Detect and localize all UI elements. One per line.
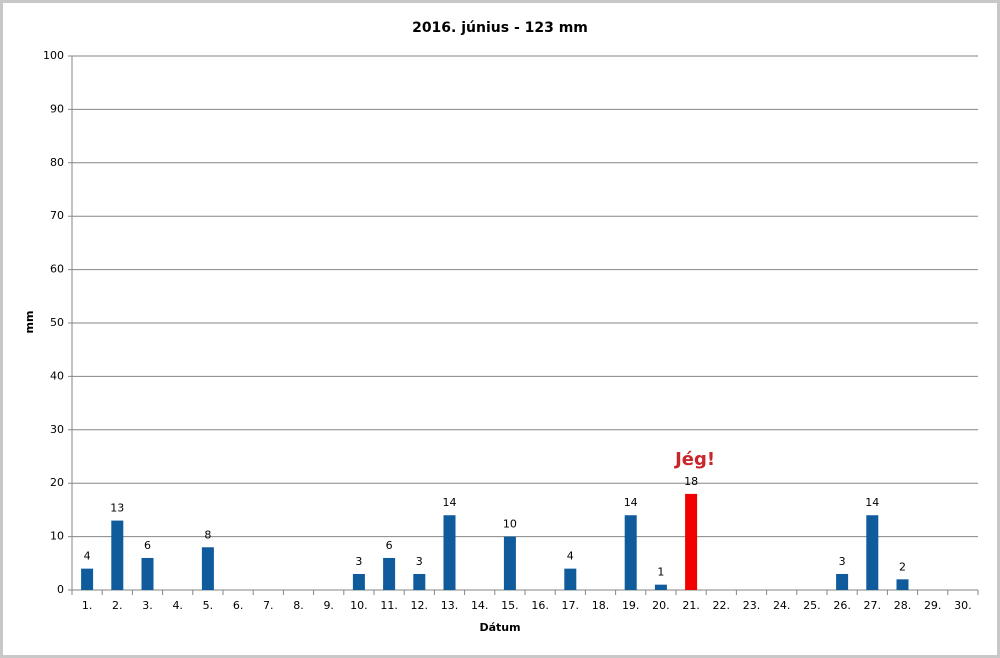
data-label: 14: [624, 496, 638, 509]
data-label: 2: [899, 560, 906, 573]
bar: [81, 568, 94, 590]
x-tick-label: 15.: [501, 599, 519, 612]
x-tick-label: 29.: [924, 599, 942, 612]
x-tick-label: 14.: [471, 599, 489, 612]
x-tick-label: 1.: [82, 599, 93, 612]
data-label: 10: [503, 518, 517, 531]
x-tick-label: 2.: [112, 599, 123, 612]
x-tick-label: 17.: [562, 599, 580, 612]
x-tick-label: 24.: [773, 599, 791, 612]
y-tick-label: 20: [50, 476, 64, 489]
x-tick-label: 10.: [350, 599, 368, 612]
x-tick-label: 25.: [803, 599, 821, 612]
data-label: 14: [865, 496, 879, 509]
y-tick-label: 50: [50, 316, 64, 329]
data-label: 6: [386, 539, 393, 552]
x-tick-label: 18.: [592, 599, 610, 612]
data-label: 13: [110, 502, 124, 515]
bar: [201, 547, 214, 590]
x-tick-label: 11.: [380, 599, 398, 612]
chart-title: 2016. június - 123 mm: [412, 20, 588, 36]
x-tick-label: 27.: [864, 599, 882, 612]
annotation: Jég!: [673, 449, 715, 470]
data-label: 6: [144, 539, 151, 552]
y-tick-label: 60: [50, 263, 64, 276]
data-label: 3: [839, 555, 846, 568]
x-tick-label: 5.: [203, 599, 214, 612]
x-tick-label: 21.: [682, 599, 700, 612]
data-label: 18: [684, 475, 698, 488]
x-tick-label: 23.: [743, 599, 761, 612]
data-label: 4: [84, 550, 91, 563]
bar: [685, 493, 698, 590]
bar: [624, 515, 637, 590]
bar: [141, 557, 154, 590]
x-tick-label: 13.: [441, 599, 459, 612]
bar: [443, 515, 456, 590]
y-tick-label: 80: [50, 156, 64, 169]
bar: [564, 568, 577, 590]
bar: [503, 536, 516, 590]
bar: [383, 557, 396, 590]
x-tick-label: 19.: [622, 599, 640, 612]
y-tick-label: 30: [50, 423, 64, 436]
x-tick-label: 26.: [833, 599, 851, 612]
y-tick-label: 90: [50, 102, 64, 115]
x-tick-label: 20.: [652, 599, 670, 612]
y-tick-label: 10: [50, 530, 64, 543]
y-tick-label: 0: [57, 583, 64, 596]
x-tick-label: 28.: [894, 599, 912, 612]
y-tick-label: 100: [43, 49, 64, 62]
x-tick-label: 16.: [531, 599, 549, 612]
bar: [836, 573, 849, 590]
bar: [896, 579, 909, 590]
x-tick-label: 22.: [713, 599, 731, 612]
bar: [111, 520, 124, 590]
bar: [352, 573, 365, 590]
x-tick-label: 3.: [142, 599, 153, 612]
bar: [413, 573, 426, 590]
data-label: 4: [567, 550, 574, 563]
x-axis-label: Dátum: [479, 621, 520, 634]
x-tick-label: 6.: [233, 599, 244, 612]
data-label: 3: [355, 555, 362, 568]
x-tick-label: 30.: [954, 599, 972, 612]
x-tick-label: 12.: [411, 599, 429, 612]
bar: [866, 515, 879, 590]
y-axis-label: mm: [23, 311, 36, 334]
x-tick-label: 7.: [263, 599, 274, 612]
data-label: 14: [443, 496, 457, 509]
data-label: 1: [657, 566, 664, 579]
x-tick-label: 8.: [293, 599, 304, 612]
bar: [654, 584, 667, 590]
y-tick-label: 70: [50, 209, 64, 222]
x-tick-label: 9.: [323, 599, 334, 612]
x-tick-label: 4.: [172, 599, 183, 612]
data-label: 8: [204, 528, 211, 541]
data-label: 3: [416, 555, 423, 568]
y-tick-label: 40: [50, 369, 64, 382]
